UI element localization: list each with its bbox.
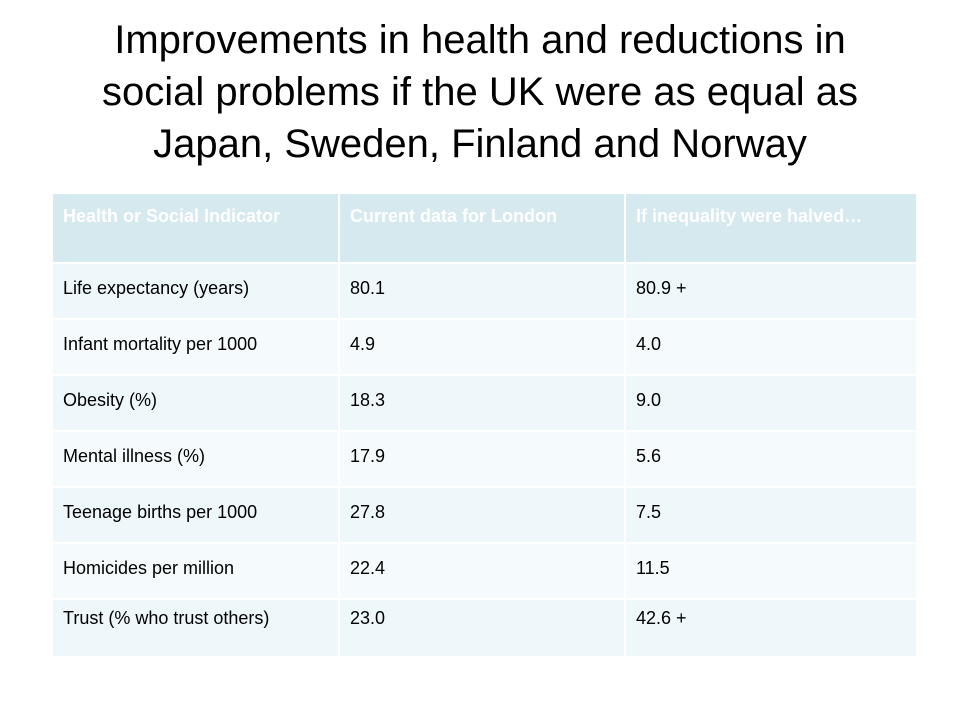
table-row: Infant mortality per 1000 4.9 4.0 (53, 319, 916, 376)
current-value-cell: 80.1 (339, 263, 626, 320)
header-if-halved: If inequality were halved… (625, 194, 916, 264)
halved-value-cell: 9.0 (625, 375, 916, 432)
title-line-2: social problems if the UK were as equal … (102, 70, 858, 114)
table-row: Homicides per million 22.4 11.5 (53, 543, 916, 600)
indicator-cell: Obesity (%) (53, 375, 340, 432)
table-row: Teenage births per 1000 27.8 7.5 (53, 487, 916, 544)
indicator-cell: Trust (% who trust others) (53, 599, 340, 658)
indicator-cell: Homicides per million (53, 543, 340, 600)
halved-value-cell: 42.6 + (625, 599, 916, 658)
table-header-row: Health or Social Indicator Current data … (53, 194, 916, 264)
indicator-cell: Mental illness (%) (53, 431, 340, 488)
table-row: Life expectancy (years) 80.1 80.9 + (53, 263, 916, 320)
halved-value-cell: 80.9 + (625, 263, 916, 320)
current-value-cell: 27.8 (339, 487, 626, 544)
title-line-3: Japan, Sweden, Finland and Norway (153, 122, 807, 166)
header-indicator: Health or Social Indicator (53, 194, 340, 264)
current-value-cell: 23.0 (339, 599, 626, 658)
halved-value-cell: 5.6 (625, 431, 916, 488)
halved-value-cell: 4.0 (625, 319, 916, 376)
indicator-cell: Life expectancy (years) (53, 263, 340, 320)
current-value-cell: 17.9 (339, 431, 626, 488)
indicator-table: Health or Social Indicator Current data … (53, 194, 916, 658)
table-row: Mental illness (%) 17.9 5.6 (53, 431, 916, 488)
table-row: Trust (% who trust others) 23.0 42.6 + (53, 599, 916, 658)
header-current-data: Current data for London (339, 194, 626, 264)
halved-value-cell: 7.5 (625, 487, 916, 544)
current-value-cell: 22.4 (339, 543, 626, 600)
current-value-cell: 4.9 (339, 319, 626, 376)
indicator-cell: Infant mortality per 1000 (53, 319, 340, 376)
halved-value-cell: 11.5 (625, 543, 916, 600)
current-value-cell: 18.3 (339, 375, 626, 432)
indicator-cell: Teenage births per 1000 (53, 487, 340, 544)
table-row: Obesity (%) 18.3 9.0 (53, 375, 916, 432)
slide-title: Improvements in health and reductions in… (40, 14, 920, 170)
title-line-1: Improvements in health and reductions in (114, 18, 846, 62)
